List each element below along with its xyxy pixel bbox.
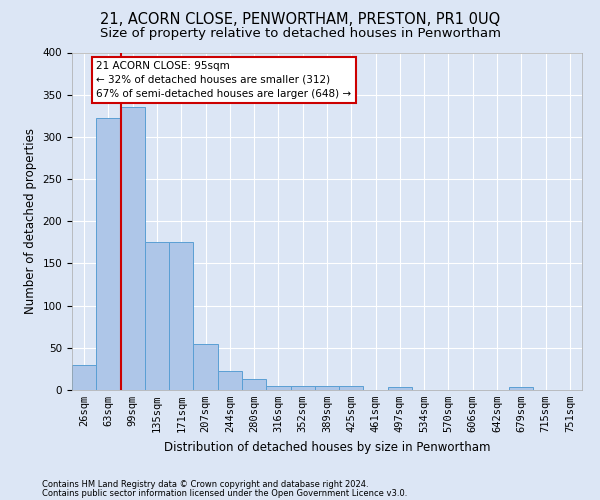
Bar (315, 386, 339, 390)
Text: Contains public sector information licensed under the Open Government Licence v3: Contains public sector information licen… (42, 488, 407, 498)
Bar (72, 364, 96, 390)
Bar (169, 242, 193, 390)
Bar (266, 386, 290, 390)
X-axis label: Distribution of detached houses by size in Penwortham: Distribution of detached houses by size … (164, 440, 490, 454)
Bar (339, 386, 364, 390)
Bar (121, 108, 145, 390)
Bar (218, 372, 242, 390)
Text: Size of property relative to detached houses in Penwortham: Size of property relative to detached ho… (100, 28, 500, 40)
Bar (145, 242, 169, 390)
Bar (509, 386, 533, 390)
Bar (242, 379, 266, 390)
Text: Contains HM Land Registry data © Crown copyright and database right 2024.: Contains HM Land Registry data © Crown c… (42, 480, 368, 489)
Bar (388, 386, 412, 390)
Text: 21, ACORN CLOSE, PENWORTHAM, PRESTON, PR1 0UQ: 21, ACORN CLOSE, PENWORTHAM, PRESTON, PR… (100, 12, 500, 28)
Bar (193, 344, 218, 390)
Y-axis label: Number of detached properties: Number of detached properties (24, 128, 37, 314)
Bar (96, 118, 121, 390)
Bar (290, 386, 315, 390)
Text: 21 ACORN CLOSE: 95sqm
← 32% of detached houses are smaller (312)
67% of semi-det: 21 ACORN CLOSE: 95sqm ← 32% of detached … (96, 61, 352, 99)
